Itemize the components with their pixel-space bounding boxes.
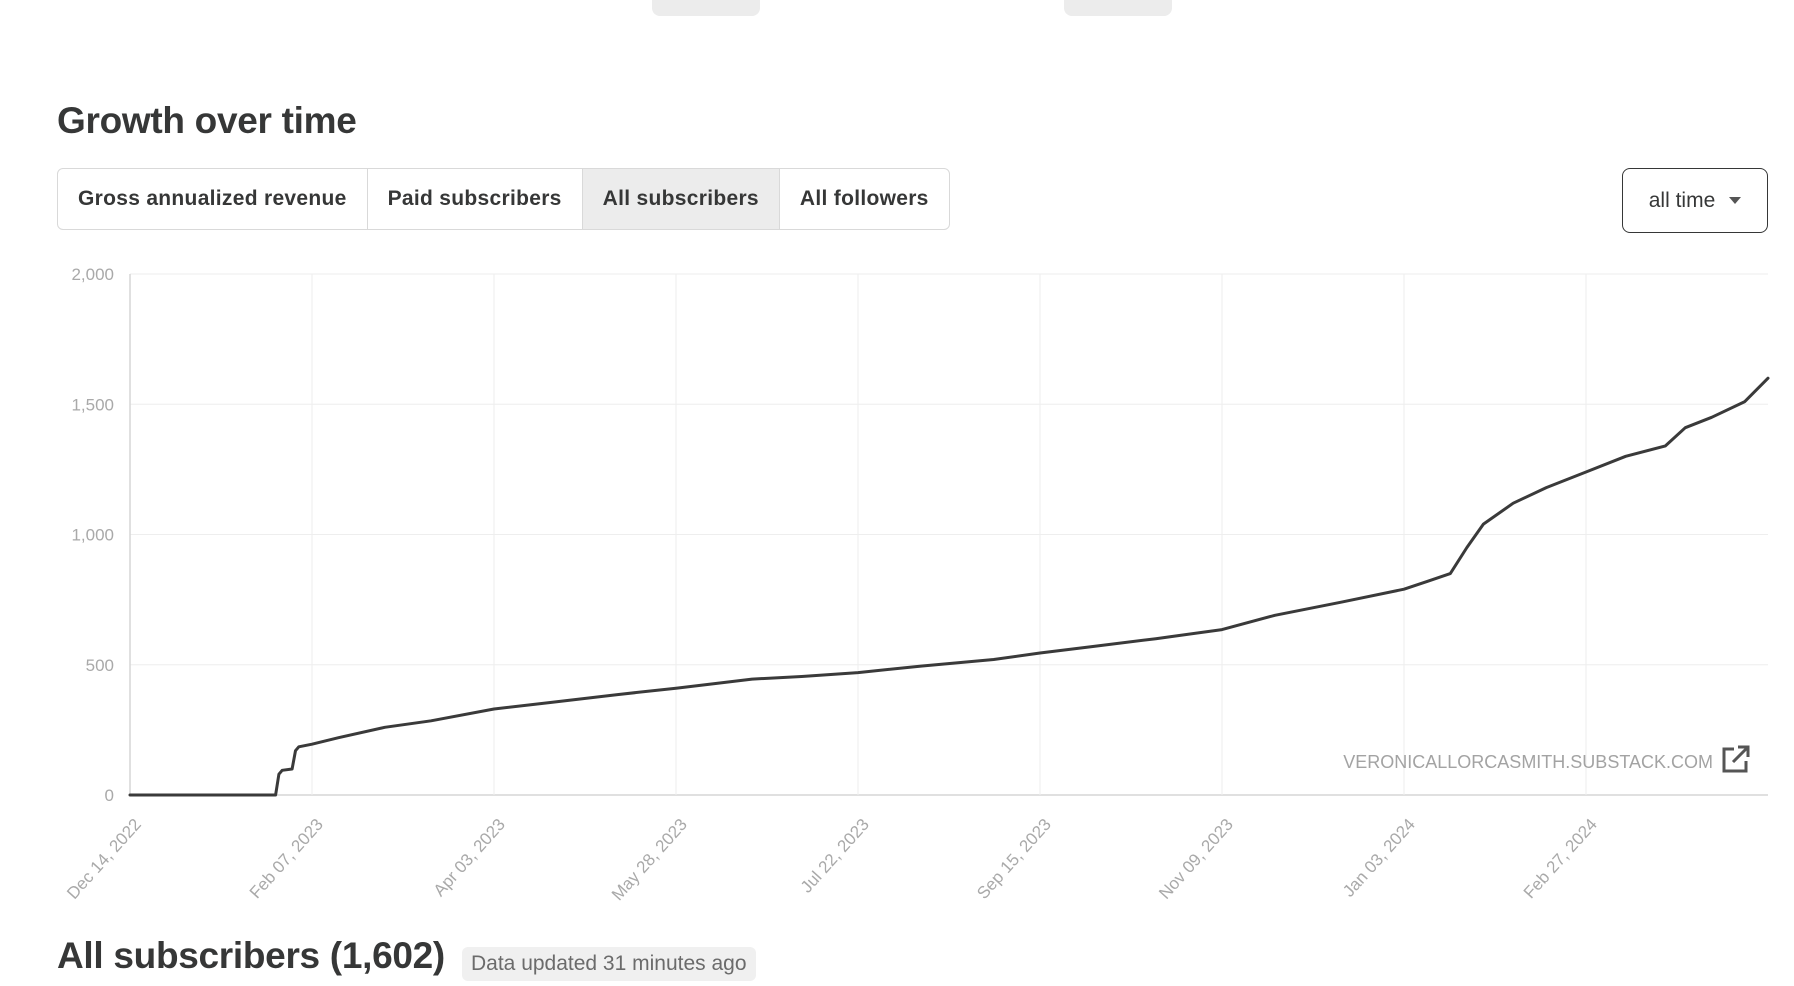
- time-range-value: all time: [1648, 188, 1716, 212]
- watermark-label: VERONICALLORCASMITH.SUBSTACK.COM: [1343, 752, 1713, 772]
- x-tick-label: Feb 27, 2024: [1520, 815, 1601, 902]
- tab-all-followers[interactable]: All followers: [799, 187, 929, 210]
- x-tick-label: Nov 09, 2023: [1155, 815, 1237, 903]
- data-updated-badge: Data updated 31 minutes ago: [462, 947, 756, 981]
- x-tick-label: Jul 22, 2023: [797, 815, 873, 897]
- caret-down-icon: [1729, 197, 1742, 204]
- y-tick-label: 1,500: [71, 395, 114, 414]
- top-tab-pill[interactable]: [652, 0, 760, 16]
- tab-all-subscribers[interactable]: All subscribers: [582, 169, 780, 229]
- tab-gross-annualized-revenue[interactable]: Gross annualized revenue: [58, 169, 368, 229]
- y-tick-label: 1,000: [71, 526, 114, 545]
- y-tick-label: 0: [105, 786, 114, 805]
- time-range-select[interactable]: all time: [1622, 168, 1768, 233]
- x-tick-label: Jan 03, 2024: [1339, 815, 1419, 901]
- growth-chart: 0 500 1,000 1,500 2,000 Dec 14, 2022 Feb 07, …: [63, 265, 1770, 904]
- chart-series-line: [128, 376, 1770, 797]
- x-tick-label: Feb 07, 2023: [246, 815, 327, 902]
- subscribers-total-title: All subscribers (1,602): [57, 935, 445, 976]
- tab-paid-subscribers[interactable]: Paid subscribers: [368, 169, 583, 229]
- y-tick-label: 2,000: [71, 265, 114, 284]
- x-tick-label: Sep 15, 2023: [973, 815, 1055, 903]
- metric-tabs: Gross annualized revenue Paid subscriber…: [57, 168, 950, 230]
- external-link-icon[interactable]: [1722, 745, 1750, 773]
- section-heading: Growth over time: [57, 100, 357, 141]
- x-tick-label: May 28, 2023: [608, 815, 691, 904]
- x-tick-label: Apr 03, 2023: [430, 815, 509, 900]
- x-tick-label: Dec 14, 2022: [63, 815, 145, 903]
- top-tab-pill[interactable]: [1064, 0, 1172, 16]
- y-tick-label: 500: [86, 656, 114, 675]
